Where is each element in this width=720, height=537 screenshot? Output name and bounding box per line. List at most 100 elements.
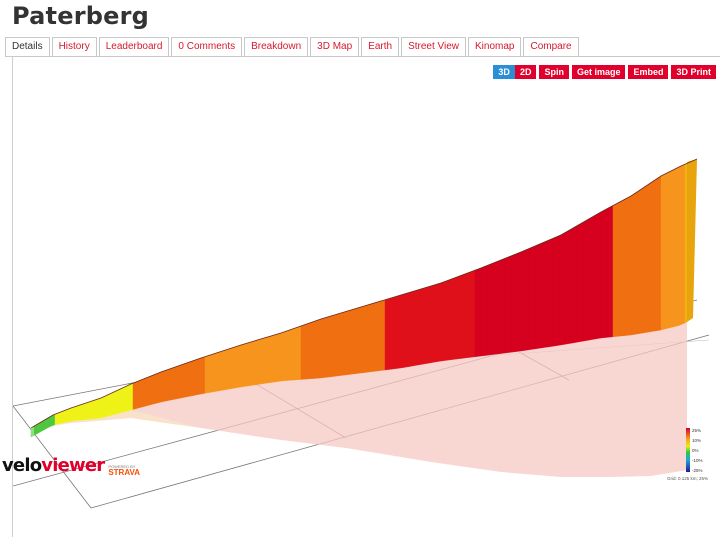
profile-segment <box>198 356 206 395</box>
profile-segment <box>348 308 356 375</box>
profile-segment <box>258 337 266 385</box>
profile-segment <box>414 288 422 366</box>
legend-label-high: 10% <box>692 438 702 443</box>
shadow-wall-start <box>31 410 201 437</box>
profile-segment <box>216 350 224 392</box>
tab-details[interactable]: Details <box>5 37 50 57</box>
profile-segment <box>288 327 296 381</box>
profile-segment <box>150 373 158 405</box>
profile-segment <box>78 403 86 421</box>
tab-earth[interactable]: Earth <box>361 37 400 56</box>
profile-segment <box>252 339 260 386</box>
profile-segment <box>552 235 560 347</box>
profile-segment <box>306 321 314 380</box>
get-image-button[interactable]: Get image <box>571 65 626 79</box>
tab-kinomap[interactable]: Kinomap <box>468 37 522 56</box>
profile-segment <box>666 169 674 329</box>
print-3d-button[interactable]: 3D Print <box>671 65 716 79</box>
tab-3d-map[interactable]: 3D Map <box>310 37 360 56</box>
profile-surface <box>30 158 698 438</box>
mode-3d-button[interactable]: 3D <box>493 65 515 79</box>
profile-segment <box>282 329 290 382</box>
profile-segment <box>480 265 488 357</box>
profile-segment <box>234 344 242 389</box>
profile-segment <box>138 378 146 409</box>
tab-street-view[interactable]: Street View <box>401 37 467 56</box>
embed-button[interactable]: Embed <box>628 65 669 79</box>
profile-segment <box>558 232 566 346</box>
profile-segment <box>432 283 440 363</box>
profile-shadow <box>31 322 687 477</box>
profile-segment <box>372 301 380 372</box>
powered-by-strava: POWERED BY STRAVA <box>108 464 141 477</box>
profile-start-cap <box>31 427 34 437</box>
profile-segment <box>366 303 374 373</box>
profile-segment <box>180 362 188 399</box>
page-title: Paterberg <box>12 2 149 30</box>
profile-segment <box>84 401 92 420</box>
tab-breakdown[interactable]: Breakdown <box>244 37 309 56</box>
gradient-legend: 25% 10% 0% -10% -25% <box>686 428 708 478</box>
grid-scale-note: Grid: 0.125 km; 25% <box>667 476 709 481</box>
profile-segment <box>528 245 536 351</box>
profile-segment <box>300 323 308 380</box>
profile-segment <box>276 332 284 382</box>
shadow-wall <box>31 322 687 477</box>
profile-segment <box>630 191 638 336</box>
profile-segment <box>204 354 212 394</box>
profile-segment <box>240 342 248 388</box>
elevation-profile-3d[interactable] <box>13 57 720 537</box>
tab-leaderboard[interactable]: Leaderboard <box>98 37 170 56</box>
profile-segment <box>132 380 140 410</box>
profile-3d-viewer[interactable]: 3D 2D Spin Get image Embed 3D Print <box>12 57 720 537</box>
profile-segment <box>600 208 608 339</box>
profile-segment <box>618 198 626 337</box>
veloviewer-logo: velo viewer POWERED BY STRAVA <box>2 455 141 477</box>
profile-segment <box>120 385 128 413</box>
profile-segment <box>534 243 542 350</box>
profile-segment <box>510 253 518 353</box>
profile-segment <box>420 286 428 365</box>
strava-logo: STRAVA <box>108 468 141 477</box>
profile-segment <box>312 319 320 379</box>
profile-segment <box>294 325 302 381</box>
profile-segment <box>450 276 458 360</box>
tab-bar: Details History Leaderboard 0 Comments B… <box>5 37 581 57</box>
profile-segment <box>444 278 452 361</box>
logo-text-velo: velo <box>2 455 42 476</box>
profile-segment <box>408 290 416 367</box>
profile-segment <box>588 215 596 341</box>
profile-segment <box>660 172 668 331</box>
tab-compare[interactable]: Compare <box>523 37 579 56</box>
legend-label-min: -25% <box>692 468 703 473</box>
profile-segment <box>576 222 584 343</box>
profile-segment <box>222 348 230 391</box>
legend-label-zero: 0% <box>692 448 699 453</box>
profile-segment <box>684 163 688 324</box>
profile-segment <box>570 225 578 344</box>
profile-segment <box>114 388 122 415</box>
logo-text-viewer: viewer <box>41 455 105 476</box>
profile-segment <box>144 375 152 407</box>
profile-segment <box>72 405 80 422</box>
profile-segment <box>504 255 512 354</box>
gradient-scale-bar <box>686 428 690 472</box>
profile-segment <box>108 391 116 417</box>
profile-segment <box>654 175 662 332</box>
spin-button[interactable]: Spin <box>539 65 569 79</box>
profile-segment <box>642 183 650 334</box>
tab-history[interactable]: History <box>51 37 97 56</box>
mode-2d-button[interactable]: 2D <box>514 65 537 79</box>
profile-segment <box>540 240 548 349</box>
profile-segment <box>192 358 200 396</box>
profile-segment <box>186 360 194 398</box>
profile-segment <box>672 166 680 328</box>
profile-segment <box>228 346 236 390</box>
profile-segment <box>354 306 362 374</box>
profile-segment <box>324 315 332 378</box>
profile-segment <box>336 312 344 377</box>
tab-comments[interactable]: 0 Comments <box>171 37 243 56</box>
profile-segment <box>318 317 326 379</box>
profile-segment <box>606 205 614 338</box>
profile-segment <box>636 187 644 335</box>
